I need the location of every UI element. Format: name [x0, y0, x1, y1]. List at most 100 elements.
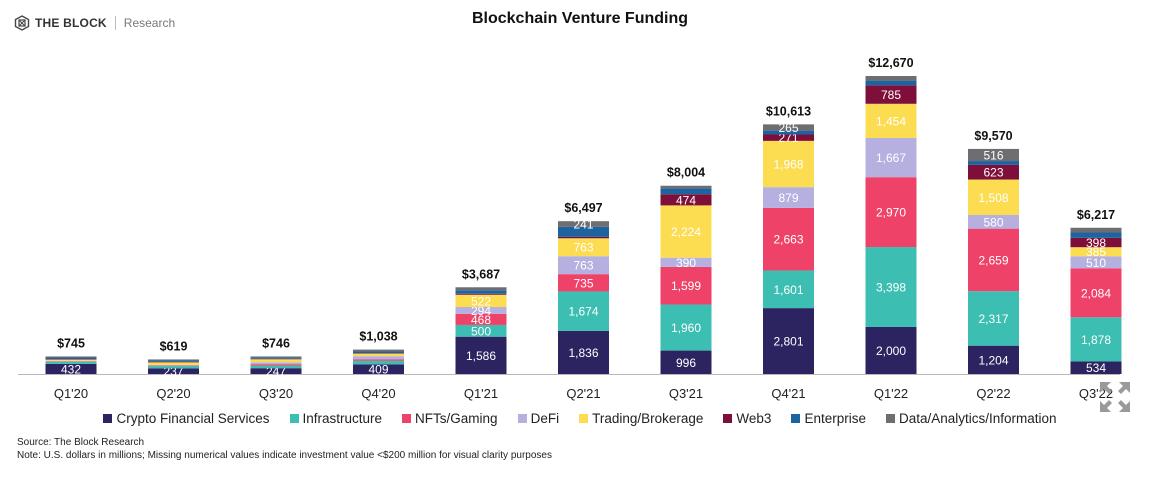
data-label: 2,000: [876, 344, 906, 358]
bar-stack-Q220: 237: [148, 359, 199, 379]
legend-item: Enterprise: [791, 411, 866, 426]
bar-segment: [558, 291, 609, 331]
bar-segment: [865, 85, 917, 104]
legend-item: Crypto Financial Services: [103, 411, 270, 426]
bar-segment: [250, 358, 302, 360]
data-label: 510: [1086, 256, 1106, 270]
data-label: 2,659: [978, 253, 1008, 267]
data-label: 2,317: [978, 312, 1008, 326]
bar-segment: [455, 293, 507, 295]
bar-segment: [763, 187, 814, 208]
data-label: 1,878: [1081, 333, 1111, 347]
x-tick-label: Q3'20: [259, 386, 293, 401]
legend-swatch: [579, 414, 589, 423]
bar-segment: [660, 257, 712, 267]
bar-segment: [558, 256, 609, 275]
total-label: $8,004: [667, 166, 705, 180]
bar-segment: [353, 349, 404, 352]
bar-segment: [353, 353, 404, 357]
bar-stack-Q122: 2,000 3,398 2,970 1,667 1,454 785: [865, 76, 917, 374]
bar-segment: [250, 365, 302, 369]
bar-segment: [763, 270, 814, 309]
x-tick-label: Q3'22: [1079, 386, 1113, 401]
bar-segment: [250, 368, 302, 374]
bar-segment: [865, 76, 917, 81]
data-label: 763: [573, 241, 593, 255]
chart-footer: Source: The Block Research Note: U.S. do…: [17, 436, 552, 462]
bar-segment: [353, 353, 404, 354]
legend-label: NFTs/Gaming: [415, 411, 498, 426]
data-label: 1,454: [876, 114, 906, 128]
x-tick-label: Q4'21: [771, 386, 805, 401]
data-label: 1,586: [466, 349, 496, 363]
bar-segment: [250, 357, 302, 359]
data-label: 474: [676, 193, 696, 207]
bar-segment: [865, 247, 917, 327]
bar-segment: [1070, 227, 1122, 233]
legend-swatch: [289, 414, 299, 423]
bar-segment: [45, 359, 97, 361]
data-label: 785: [881, 88, 901, 102]
bar-segment: [1070, 268, 1122, 318]
bar-segment: [660, 350, 712, 374]
brand-header: THE BLOCK Research: [14, 14, 175, 32]
bar-segment: [148, 366, 199, 369]
bar-segment: [250, 364, 302, 366]
data-label: 2,084: [1081, 286, 1111, 300]
bar-segment: [455, 294, 507, 308]
bar-stack-Q320: 247: [250, 356, 302, 379]
x-tick-label: Q1'20: [54, 386, 88, 401]
bar-segment: [660, 304, 712, 351]
total-label: $10,613: [766, 104, 811, 118]
data-label: 385: [1086, 245, 1106, 259]
data-label: 2,663: [773, 233, 803, 247]
bar-segment: [558, 238, 609, 257]
bar-segment: [865, 80, 917, 86]
bar-segment: [968, 179, 1019, 216]
bar-stack-Q420: 409: [353, 349, 404, 377]
note-text: Note: U.S. dollars in millions; Missing …: [17, 450, 552, 461]
source-text: Source: The Block Research: [17, 437, 145, 448]
x-tick-label: Q1'21: [464, 386, 498, 401]
expand-arrows-icon[interactable]: [1098, 380, 1132, 414]
data-label: 241: [573, 218, 593, 232]
legend-item: DeFi: [517, 411, 559, 426]
bar-segment: [353, 351, 404, 354]
legend-item: Trading/Brokerage: [579, 411, 703, 426]
bar-segment: [455, 336, 507, 374]
brand-name: THE BLOCK: [35, 16, 107, 30]
data-label: 735: [573, 276, 593, 290]
data-label: 500: [471, 324, 491, 338]
bar-segment: [45, 363, 97, 374]
data-label: 996: [676, 356, 696, 370]
x-tick-label: Q2'20: [156, 386, 190, 401]
bar-segment: [148, 360, 199, 362]
bar-segment: [1070, 361, 1122, 374]
bar-segment: [865, 326, 917, 374]
bar-segment: [250, 362, 302, 365]
bar-segment: [455, 313, 507, 325]
bar-segment: [968, 148, 1019, 162]
bar-segment: [968, 228, 1019, 292]
bar-segment: [148, 362, 199, 365]
bar-segment: [763, 130, 814, 135]
data-label: 534: [1086, 361, 1106, 375]
data-label: 265: [778, 121, 798, 135]
bar-segment: [455, 307, 507, 314]
bar-segment: [865, 137, 917, 178]
bar-segment: [353, 356, 404, 360]
bar-segment: [1070, 247, 1122, 257]
data-label: 2,970: [876, 206, 906, 220]
bar-stack-Q222: 1,204 2,317 2,659 580 1,508 623 516: [968, 148, 1019, 374]
bar-segment: [148, 364, 199, 366]
legend-swatch: [885, 414, 895, 423]
bar-segment: [455, 324, 507, 337]
data-label: 522: [471, 294, 491, 308]
bar-segment: [763, 134, 814, 141]
bar-segment: [1070, 232, 1122, 238]
data-label: 468: [471, 313, 491, 327]
data-label: 271: [778, 131, 798, 145]
bar-segment: [558, 226, 609, 237]
data-label: 1,968: [773, 158, 803, 172]
